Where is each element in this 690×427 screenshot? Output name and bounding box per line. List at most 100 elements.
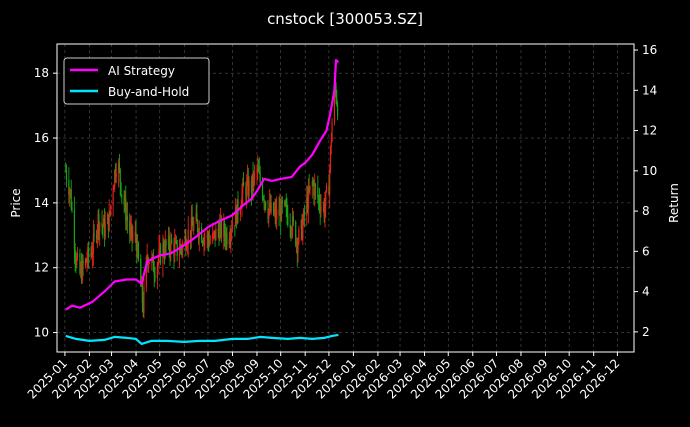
candle-body (256, 169, 258, 173)
candle-body (148, 262, 150, 266)
candle-body (93, 233, 95, 235)
candle-body (303, 210, 305, 223)
candle-body (224, 235, 226, 242)
candle-body (213, 230, 215, 233)
candle-body (192, 225, 194, 231)
candle-body (69, 191, 71, 196)
candle-body (146, 256, 148, 258)
candle-body (297, 242, 299, 254)
candle-body (80, 266, 82, 274)
candle-body (143, 286, 145, 313)
candle-body (114, 170, 117, 177)
candle-body (114, 170, 116, 187)
candle-body (307, 187, 309, 210)
candle-body (278, 209, 280, 216)
candle-body (81, 260, 83, 281)
candle-body (79, 253, 81, 274)
candle-body (250, 180, 253, 193)
candle-body (190, 217, 192, 238)
candle-body (292, 215, 294, 222)
candle-body (314, 184, 316, 196)
candle-body (186, 248, 188, 250)
candle-body (137, 243, 139, 257)
candle-body (258, 171, 260, 173)
candle-body (71, 208, 73, 211)
candle-body (248, 180, 250, 196)
candle-body (173, 243, 175, 256)
candle-body (201, 228, 203, 243)
candle-body (318, 197, 320, 199)
candle-body (175, 240, 177, 242)
candle-body (125, 215, 128, 221)
candle-body (91, 252, 93, 256)
candle-body (301, 220, 303, 239)
candle-body (193, 221, 195, 231)
candle-body (320, 205, 322, 212)
candle-body (195, 213, 197, 222)
y-left-tick-label: 10 (34, 326, 49, 340)
candle-body (275, 208, 277, 220)
candle-body (171, 239, 173, 244)
candle-body (217, 228, 219, 231)
candle-body (329, 168, 331, 195)
candle-body (185, 236, 187, 250)
candle-body (298, 228, 300, 243)
candle-body (235, 207, 237, 226)
ai-strategy-line (65, 59, 340, 311)
candle-body (254, 172, 256, 174)
candle-body (336, 104, 339, 117)
candle-body (274, 208, 276, 212)
candle-body (156, 265, 158, 279)
candle-body (276, 209, 278, 220)
legend-label-ai-strategy: AI Strategy (108, 64, 175, 78)
candle-body (181, 247, 183, 250)
candle-body (311, 181, 313, 186)
candle-body (242, 182, 244, 194)
candle-body (84, 259, 87, 266)
candle-body (106, 214, 109, 224)
candle-body (261, 182, 264, 198)
candle-body (330, 141, 332, 147)
candle-body (103, 218, 105, 228)
candle-body (203, 237, 205, 245)
candle-body (174, 240, 177, 243)
candle-body (209, 241, 211, 243)
candle-body (87, 247, 89, 262)
candle-body (323, 205, 325, 217)
candle-body (280, 207, 282, 222)
candle-body (86, 261, 88, 263)
candle-body (103, 218, 106, 237)
candle-body (230, 232, 232, 240)
y-left-tick-label: 16 (34, 131, 49, 145)
candle-body (220, 219, 222, 225)
candle-body (131, 224, 133, 238)
candle-body (318, 198, 321, 206)
candle-body (120, 182, 122, 195)
candle-body (109, 211, 111, 213)
candle-body (204, 237, 206, 239)
candle-body (214, 230, 216, 241)
candle-body (69, 189, 72, 192)
candle-body (263, 198, 265, 204)
candle-body (264, 201, 266, 204)
candle-body (162, 243, 164, 264)
candle-body (92, 233, 94, 254)
y-right-tick-label: 4 (642, 285, 650, 299)
candle-body (279, 207, 281, 216)
candle-body (246, 177, 249, 183)
candle-body (269, 202, 272, 212)
legend: AI Strategy Buy-and-Hold (63, 57, 210, 105)
candle-layer (65, 75, 339, 319)
candle-body (119, 169, 121, 183)
candle-body (335, 85, 337, 99)
candle-body (191, 217, 193, 226)
candle-body (186, 244, 189, 249)
candle-body (324, 205, 326, 217)
candle-body (269, 202, 271, 210)
candle-body (262, 197, 264, 199)
candle-body (226, 232, 228, 245)
candle-body (317, 187, 319, 198)
candle-body (154, 274, 156, 279)
